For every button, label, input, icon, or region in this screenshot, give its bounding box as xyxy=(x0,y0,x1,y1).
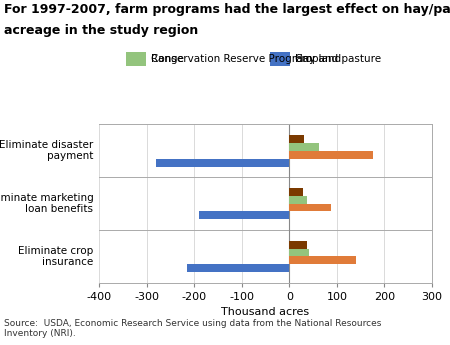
Bar xyxy=(289,204,331,211)
Bar xyxy=(187,264,289,272)
Bar xyxy=(289,188,302,196)
X-axis label: Thousand acres: Thousand acres xyxy=(221,307,310,317)
Text: For 1997-2007, farm programs had the largest effect on hay/pasture: For 1997-2007, farm programs had the lar… xyxy=(4,3,450,17)
Text: Cropland: Cropland xyxy=(295,54,342,63)
Text: Source:  USDA, Economic Research Service using data from the National Resources
: Source: USDA, Economic Research Service … xyxy=(4,319,382,338)
Bar xyxy=(289,196,307,204)
Bar xyxy=(156,159,289,167)
Bar xyxy=(199,211,289,219)
Bar xyxy=(289,135,304,143)
Bar xyxy=(289,188,302,196)
Bar xyxy=(289,248,309,256)
Bar xyxy=(289,248,309,256)
Bar xyxy=(289,204,331,211)
Bar xyxy=(289,240,307,248)
Bar xyxy=(289,135,304,143)
Text: Hay and pasture: Hay and pasture xyxy=(295,54,381,63)
Bar xyxy=(289,143,319,151)
Bar xyxy=(289,151,373,159)
Bar xyxy=(289,256,356,264)
Bar xyxy=(289,196,307,204)
Text: acreage in the study region: acreage in the study region xyxy=(4,24,199,37)
Bar xyxy=(289,256,356,264)
Bar xyxy=(187,264,289,272)
Bar xyxy=(289,151,373,159)
Text: Conservation Reserve Program: Conservation Reserve Program xyxy=(151,54,312,63)
Text: Range: Range xyxy=(151,54,184,63)
Bar xyxy=(156,159,289,167)
Bar xyxy=(289,240,307,248)
Bar xyxy=(199,211,289,219)
Bar xyxy=(289,143,319,151)
